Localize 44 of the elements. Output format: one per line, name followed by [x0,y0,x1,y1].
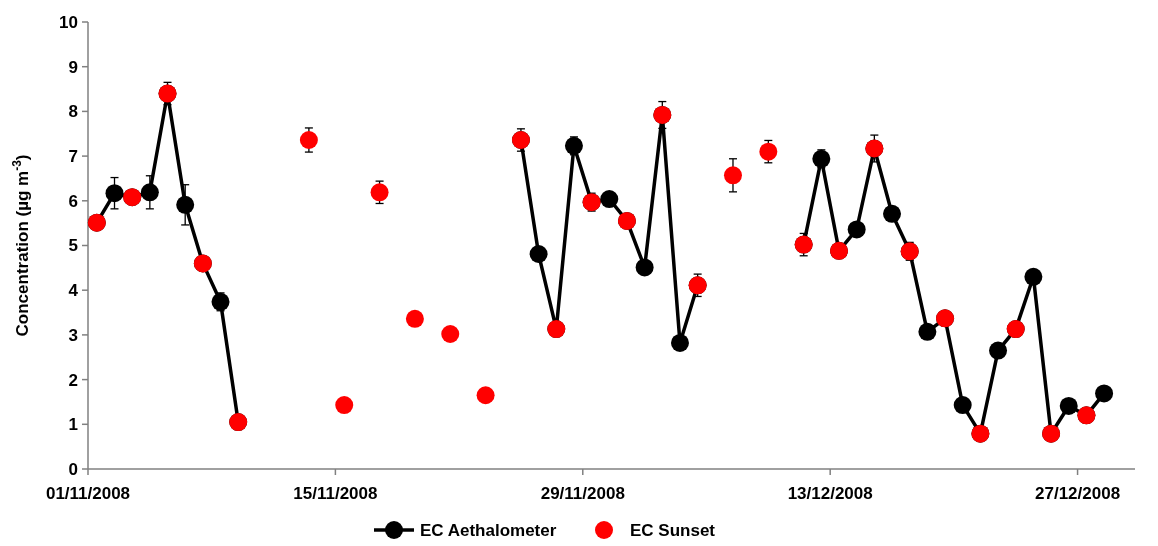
point [918,322,937,341]
point [299,131,318,150]
point [140,183,159,202]
point [529,244,548,263]
point [564,136,583,155]
point [476,386,495,405]
y-tick-label: 6 [68,191,78,211]
legend-label: EC Aethalometer [420,521,557,540]
y-tick-label: 7 [68,147,78,167]
point [441,325,460,344]
x-tick-label: 15/11/2008 [293,484,378,503]
y-tick-label: 4 [68,281,79,301]
y-tick-label: 3 [68,325,78,345]
point [211,292,230,311]
y-tick-label: 1 [68,415,78,435]
x-tick-label: 01/11/2008 [45,484,131,503]
point [635,258,654,277]
legend-label: EC Sunset [630,521,716,540]
point [670,333,689,352]
point [953,396,972,415]
point [1059,396,1078,415]
y-tick-label: 0 [68,459,78,479]
point [723,166,742,185]
y-tick-label: 9 [68,57,78,77]
point [847,220,866,239]
point [335,396,354,415]
point [600,190,619,209]
point [883,204,902,223]
point [812,149,831,168]
point [759,142,778,161]
x-tick-label: 27/12/2008 [1035,484,1121,503]
point [405,309,424,328]
point [176,195,195,214]
y-tick-label: 10 [59,12,78,32]
point [1024,267,1043,286]
point [989,341,1008,360]
point [105,184,124,203]
y-tick-label: 2 [68,370,78,390]
point [1095,384,1114,403]
y-tick-label: 8 [68,102,78,122]
x-tick-label: 29/11/2008 [540,484,625,503]
point [370,183,389,202]
y-tick-label: 5 [68,236,78,256]
x-tick-label: 13/12/2008 [787,484,873,503]
